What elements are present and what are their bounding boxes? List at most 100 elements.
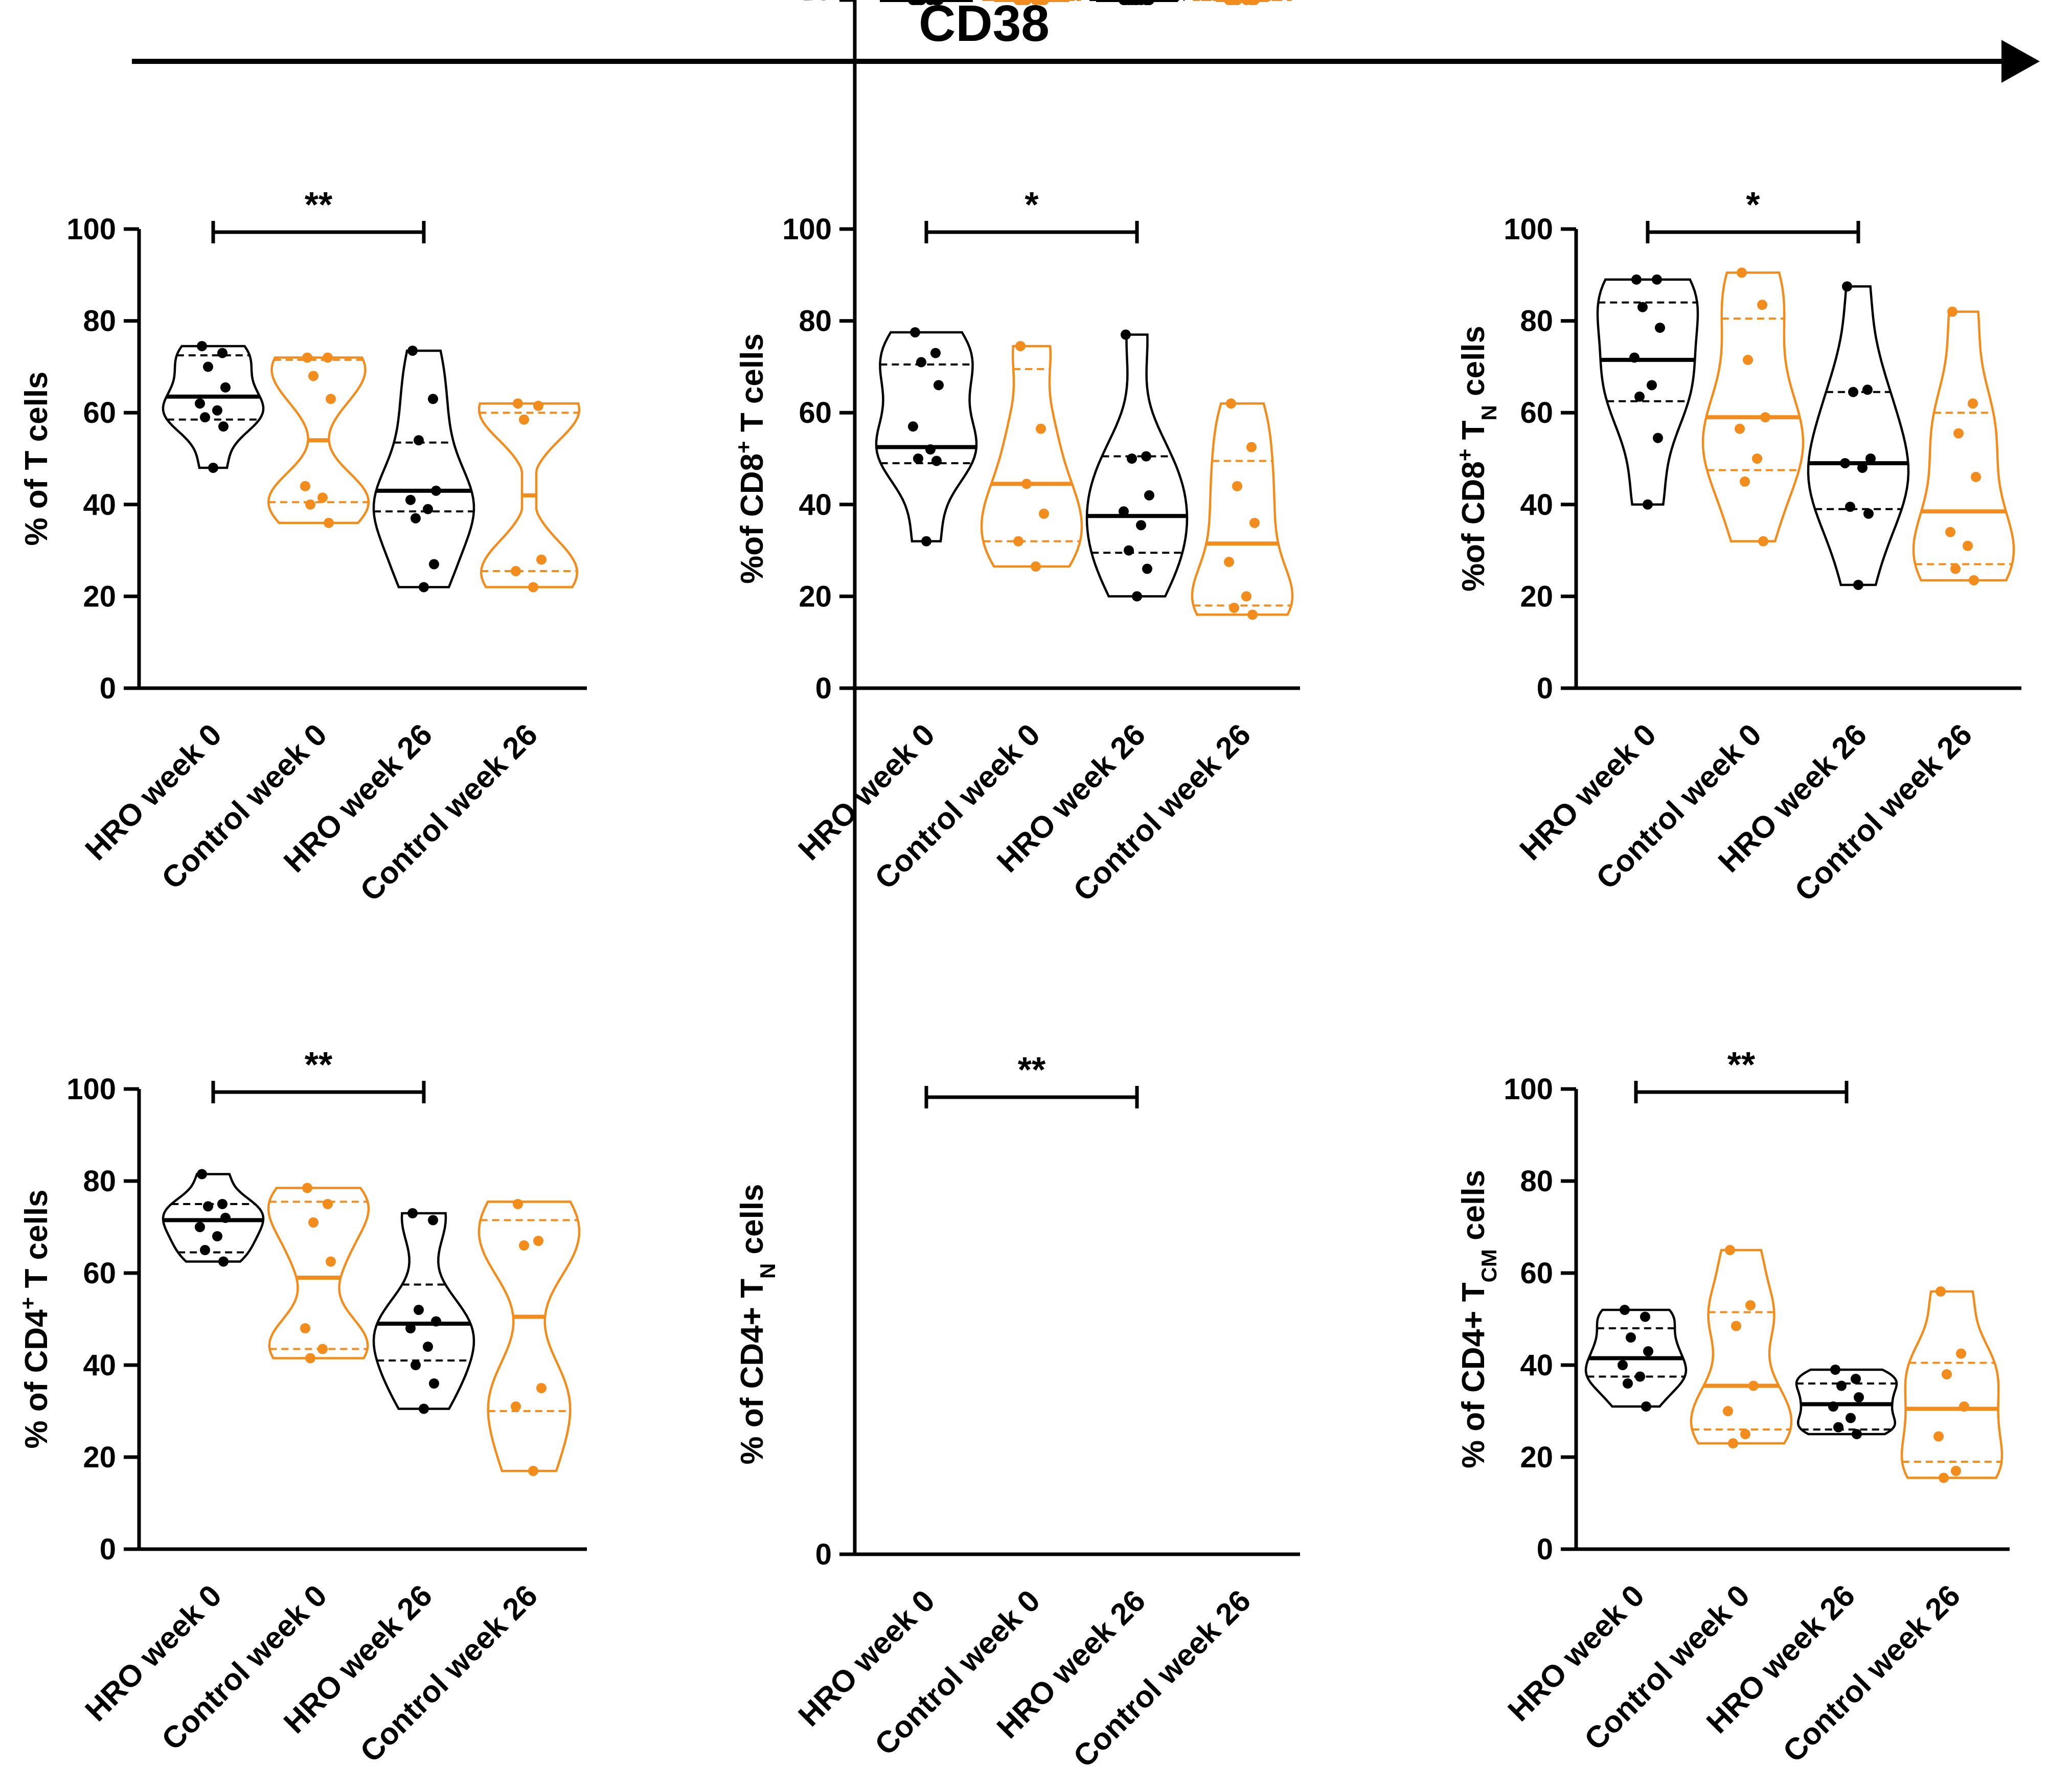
y-axis-label: % of T cells: [19, 371, 54, 546]
violin-cd8-tn-cells-2: HRO week 26: [1712, 281, 1910, 879]
data-point: [1643, 1346, 1653, 1356]
data-point: [513, 398, 523, 409]
violin-outline: [1596, 278, 1699, 506]
data-point: [1853, 579, 1863, 590]
data-point: [220, 1213, 231, 1223]
y-axis-label-part: cells: [1456, 1170, 1491, 1249]
data-point: [197, 1169, 207, 1179]
violin-outline: [477, 1200, 581, 1472]
y-tick-label: 100: [782, 0, 832, 7]
y-axis-label-part: % of CD4: [19, 1309, 54, 1449]
y-tick-label: 80: [1520, 305, 1553, 338]
x-tick-label: Control week 26: [1066, 1583, 1257, 1774]
data-point: [305, 1353, 315, 1364]
data-point: [1854, 1392, 1864, 1402]
data-point: [533, 1236, 543, 1246]
y-tick-label: 30: [799, 0, 832, 7]
data-point: [1643, 499, 1653, 510]
data-point: [519, 414, 529, 425]
data-point: [1655, 323, 1665, 333]
data-point: [411, 1360, 421, 1370]
data-point: [1629, 352, 1640, 363]
data-point: [1748, 1380, 1759, 1391]
data-point: [1130, 0, 1140, 5]
violin-outline: [1085, 333, 1189, 598]
data-point: [1828, 1401, 1838, 1412]
header-arrowhead: [2001, 40, 2040, 83]
significance-bracket: *: [1646, 185, 1860, 243]
data-point: [203, 361, 213, 372]
violin-outline: [875, 331, 978, 542]
data-point: [1249, 0, 1260, 5]
data-point: [423, 504, 433, 514]
data-point: [324, 517, 334, 528]
data-point: [1136, 520, 1146, 531]
data-point: [1971, 471, 1981, 482]
y-axis-label-part: T cells: [19, 1190, 54, 1297]
violin-outline: [477, 402, 581, 588]
data-point: [1246, 442, 1257, 452]
data-point: [1737, 267, 1747, 278]
violin-cd4-tcm-cells-3: Control week 26: [1776, 1286, 2004, 1769]
violin-outline: [1701, 271, 1805, 542]
significance-label: *: [1746, 185, 1760, 224]
data-point: [1127, 453, 1137, 464]
data-point: [220, 382, 231, 393]
data-point: [511, 1401, 521, 1412]
y-axis-label-part: T cells: [735, 333, 770, 441]
data-point: [528, 1466, 538, 1476]
y-axis-label-part: +: [1453, 449, 1477, 462]
y-tick-label: 70: [799, 0, 832, 7]
y-tick-label: 40: [83, 488, 116, 521]
data-point: [1840, 458, 1850, 468]
data-point: [195, 1222, 205, 1232]
data-point: [317, 492, 328, 503]
data-point: [1848, 387, 1858, 397]
data-point: [1752, 453, 1762, 464]
y-tick-label: 20: [83, 1441, 116, 1474]
y-axis-label: % of CD4+ TN cells: [735, 1184, 780, 1465]
data-point: [1951, 1466, 1961, 1476]
x-tick-label: Control week 26: [1788, 717, 1978, 908]
data-point: [1652, 274, 1662, 285]
y-axis-label: %of CD8+ TN cells: [1453, 326, 1501, 592]
data-point: [200, 1245, 210, 1255]
data-point: [511, 566, 521, 577]
y-axis-label: %of CD8+ T cells: [732, 333, 770, 584]
data-point: [1241, 591, 1251, 602]
data-point: [405, 494, 416, 505]
violin-outline: [162, 345, 265, 469]
data-point: [208, 462, 218, 473]
violin-outline: [980, 345, 1083, 568]
data-point: [212, 405, 222, 416]
data-point: [1857, 462, 1868, 473]
data-point: [419, 1403, 429, 1414]
data-point: [1623, 1378, 1633, 1389]
data-point: [1865, 453, 1876, 464]
data-point: [1620, 1305, 1630, 1315]
data-point: [1224, 557, 1234, 568]
y-tick-label: 50: [799, 0, 832, 7]
data-point: [326, 394, 336, 404]
significance-label: **: [305, 185, 333, 224]
data-point: [1647, 380, 1657, 391]
data-point: [934, 380, 944, 391]
data-point: [908, 421, 918, 432]
data-point: [1968, 398, 1978, 409]
data-point: [519, 1240, 529, 1251]
y-tick-label: 100: [66, 1073, 116, 1106]
y-tick-label: 20: [799, 580, 832, 613]
data-point: [1141, 451, 1151, 462]
data-point: [931, 456, 942, 466]
data-point: [423, 1342, 433, 1352]
y-tick-label: 20: [83, 580, 116, 613]
data-point: [1121, 329, 1131, 340]
y-tick-label: 0: [100, 672, 116, 705]
data-point: [428, 394, 438, 404]
y-tick-label: 0: [815, 1538, 832, 1571]
y-tick-label: 0: [100, 1533, 116, 1566]
y-axis-label-part: +: [16, 1297, 40, 1310]
data-point: [1031, 561, 1041, 572]
